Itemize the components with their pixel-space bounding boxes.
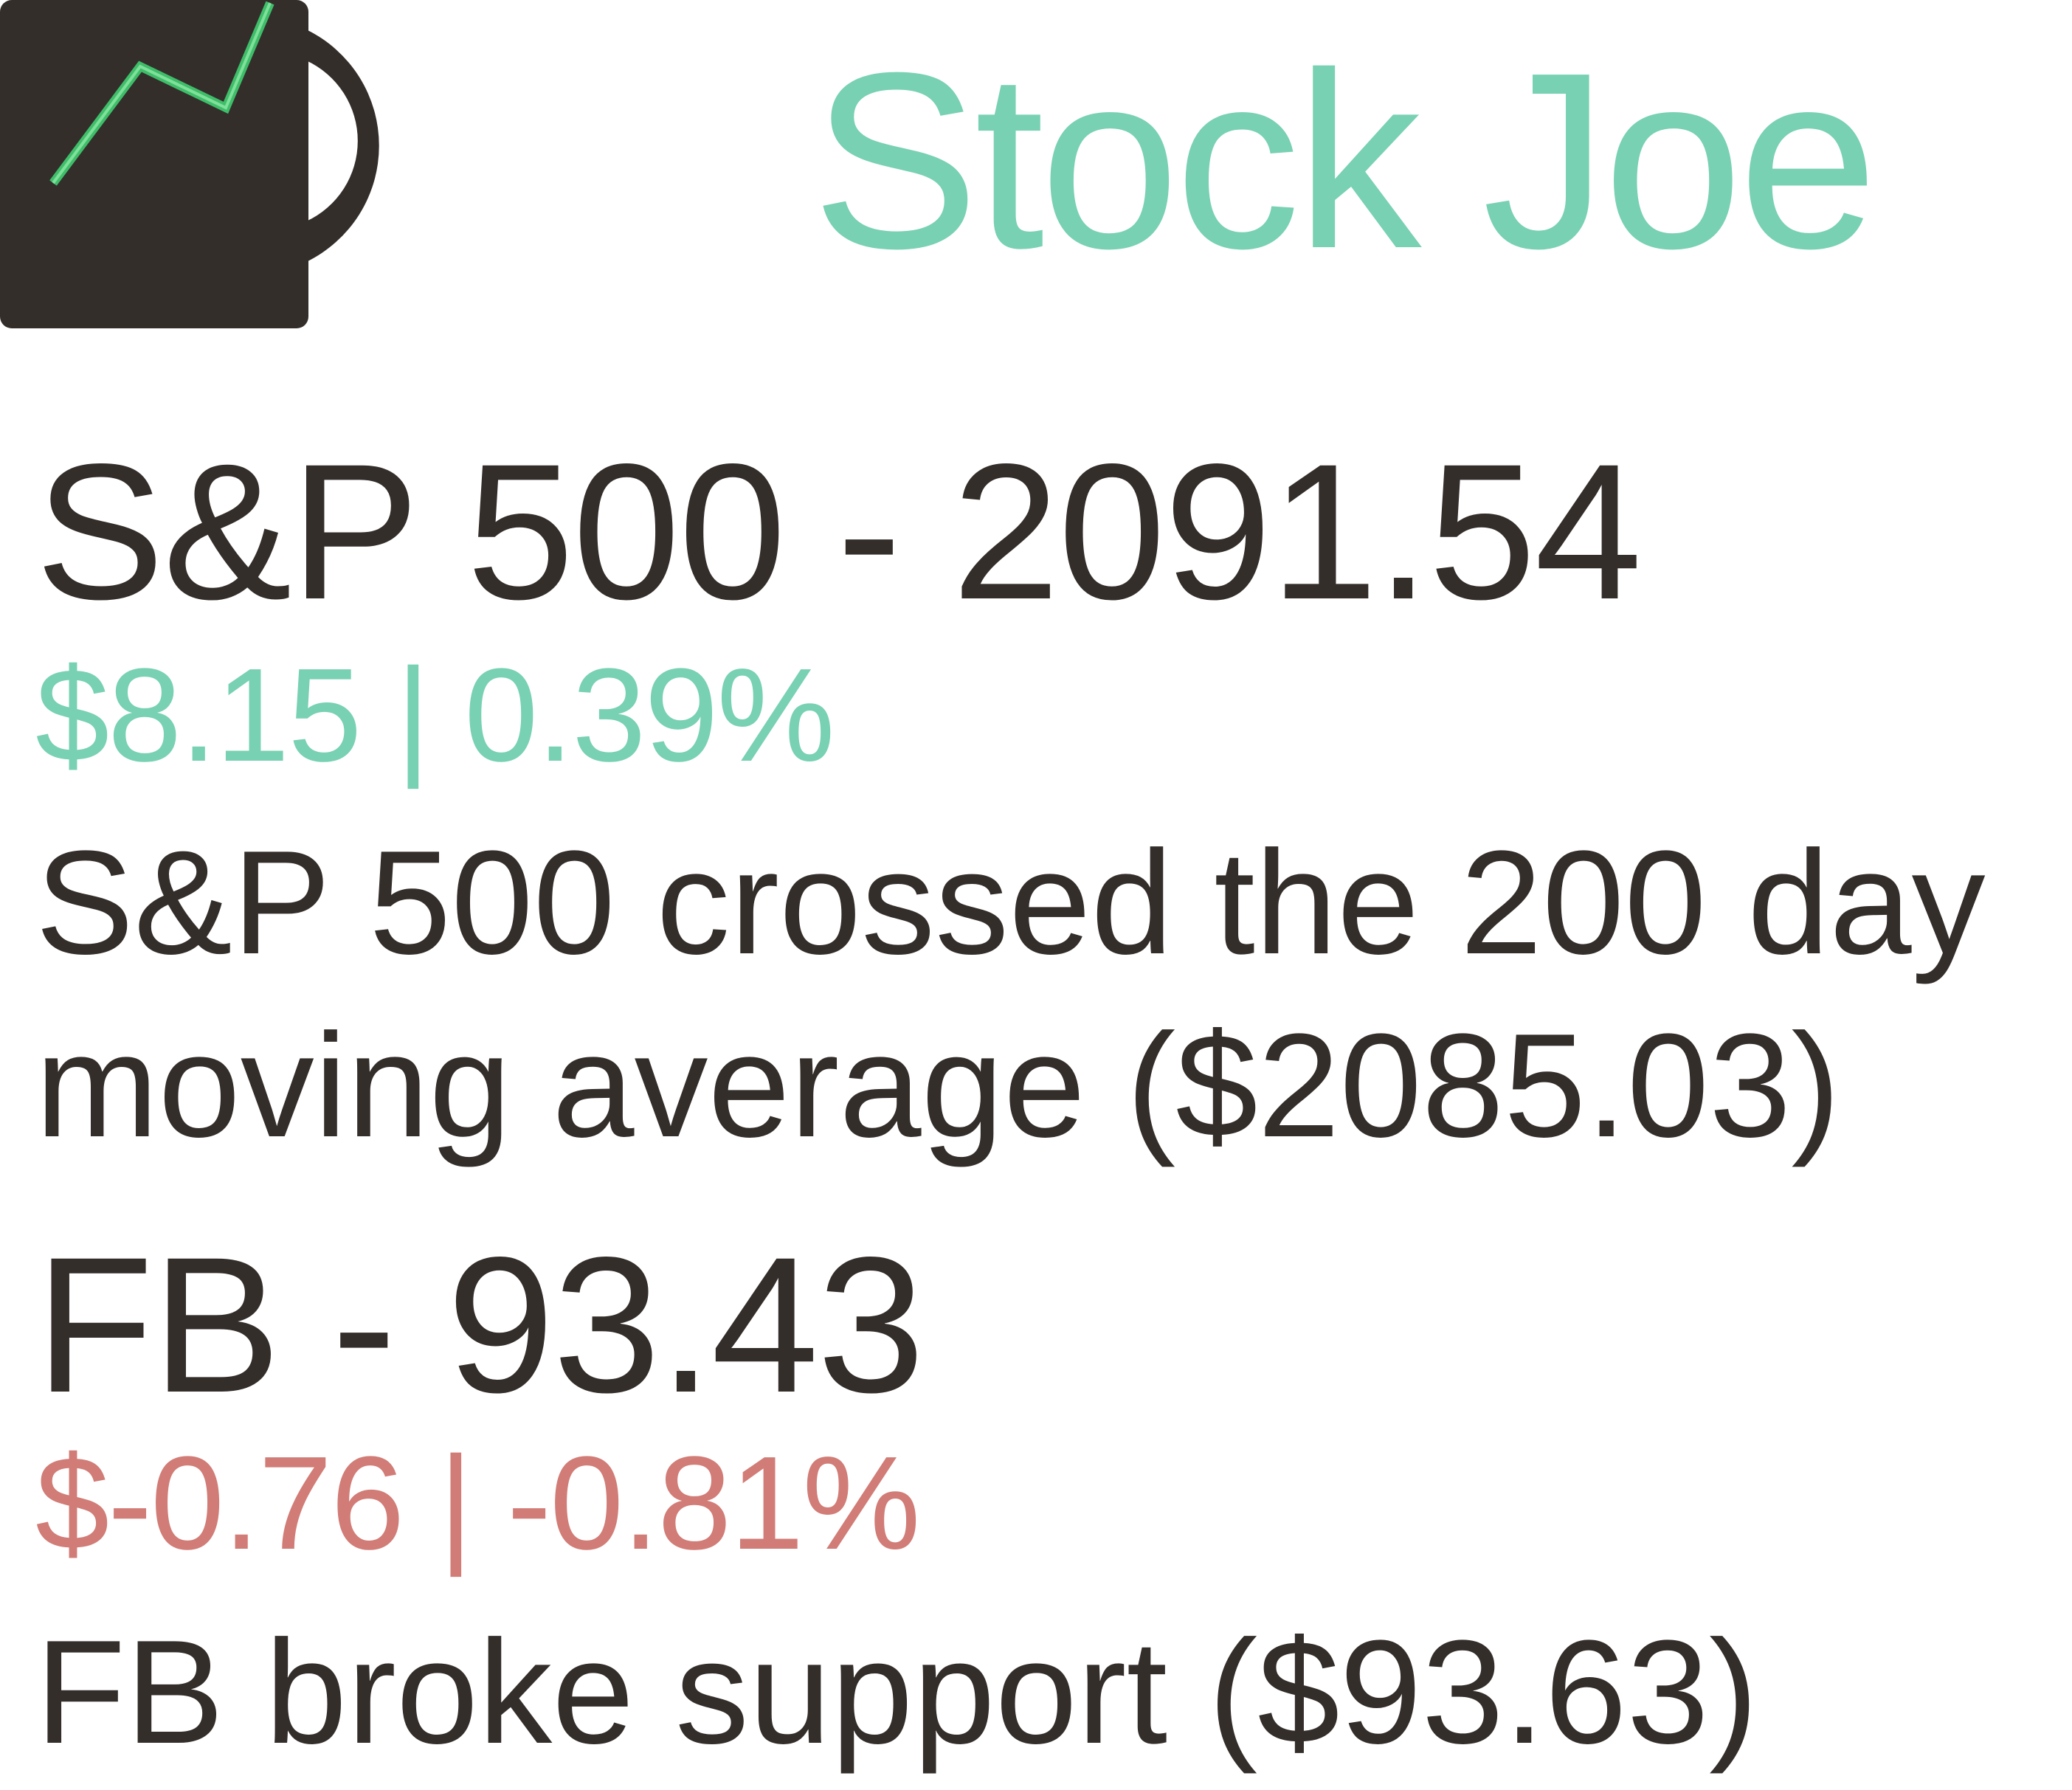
mug-handle	[306, 30, 379, 262]
mug-body	[0, 0, 308, 328]
app-title: Stock Joe	[812, 21, 1878, 301]
stock-note-line: FB broke support ($93.63)	[35, 1610, 1758, 1775]
stock-note-line: moving average ($2085.03)	[35, 1003, 1840, 1168]
stock-note-fb: FB broke support ($93.63)	[35, 1601, 1758, 1784]
stock-heading-sp500: S&P 500 - 2091.54	[35, 424, 1642, 640]
stock-note-sp500: S&P 500 crossed the 200 day moving avera…	[35, 812, 1986, 1178]
stock-note-line: S&P 500 crossed the 200 day	[35, 820, 1986, 985]
coffee-mug-stock-chart-icon	[0, 0, 379, 328]
stock-change-fb: $-0.76 | -0.81%	[35, 1429, 920, 1578]
stock-heading-fb: FB - 93.43	[35, 1217, 925, 1433]
stock-change-sp500: $8.15 | 0.39%	[35, 641, 835, 789]
